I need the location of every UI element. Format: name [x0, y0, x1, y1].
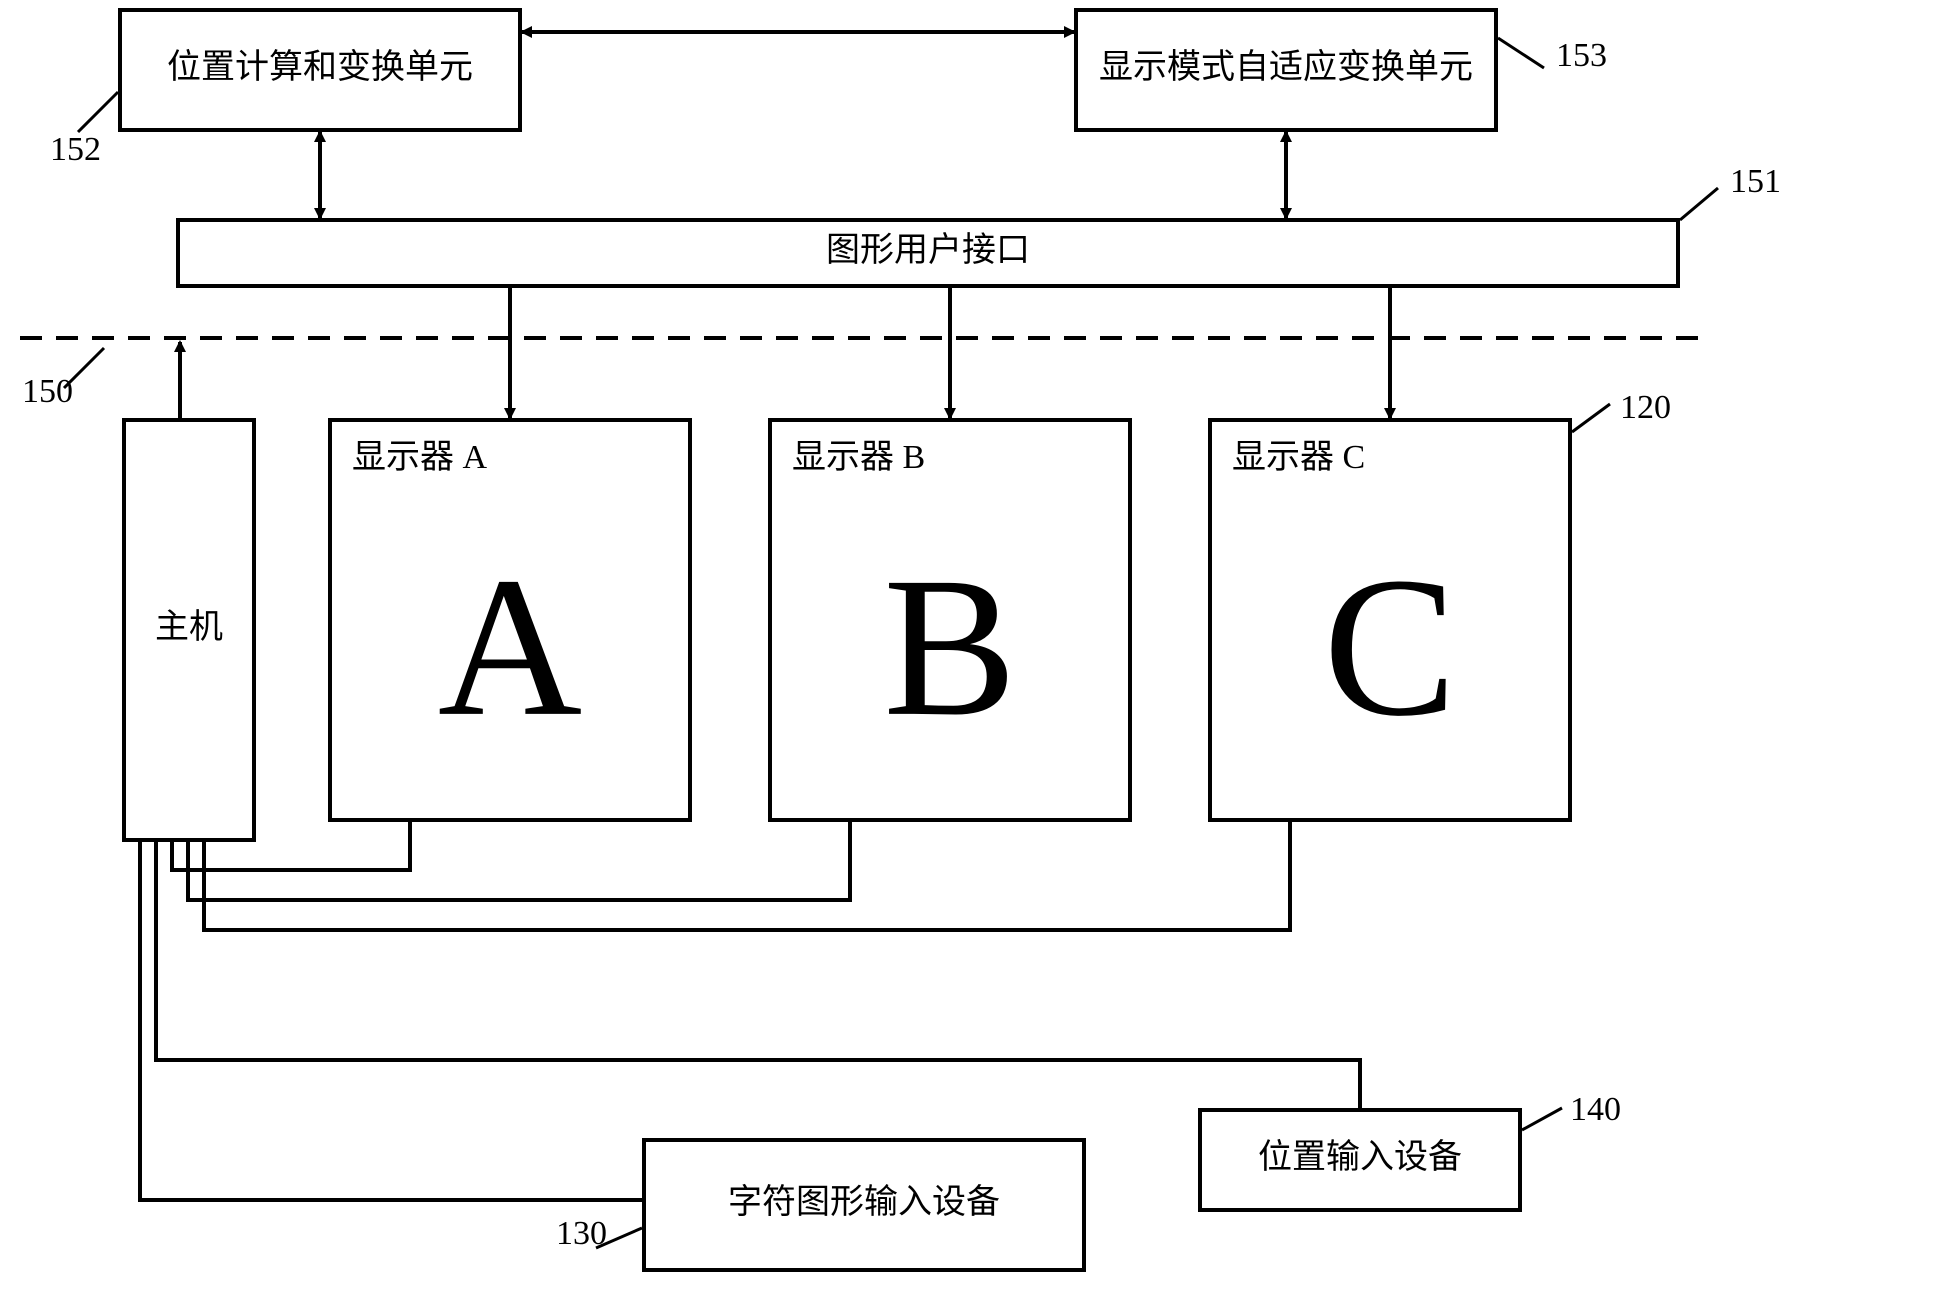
pos_input-leader [1522, 1108, 1562, 1130]
gui_bar-ref: 151 [1730, 163, 1781, 200]
disp_c-ref: 120 [1620, 389, 1671, 426]
unit_right-ref: 153 [1556, 37, 1607, 74]
conn-host_to_c [204, 822, 1290, 930]
disp_a: 显示器 A A [330, 420, 690, 820]
disp_b-letter: B [883, 537, 1016, 758]
conn-host_to_pos [156, 842, 1360, 1108]
unit_left-leader [78, 92, 118, 132]
char_input-ref: 130 [556, 1215, 607, 1252]
conn-host_to_b [188, 822, 850, 900]
host-label: 主机 [155, 608, 223, 646]
unit_right: 显示模式自适应变换单元 153 [1076, 10, 1607, 130]
disp_c-letter: C [1323, 537, 1456, 758]
gui_bar-leader [1680, 188, 1718, 220]
pos_input-ref: 140 [1570, 1091, 1621, 1128]
char_input-label: 字符图形输入设备 [728, 1183, 1000, 1221]
disp_a-label: 显示器 A [352, 439, 487, 476]
diagram-canvas: 位置计算和变换单元 152 显示模式自适应变换单元 153 图形用户接口 151 主机 显示器… [0, 0, 1940, 1304]
gui_bar-label: 图形用户接口 [826, 231, 1030, 269]
unit_left-label: 位置计算和变换单元 [167, 48, 473, 86]
unit_right-label: 显示模式自适应变换单元 [1099, 48, 1473, 86]
pos_input-label: 位置输入设备 [1258, 1138, 1462, 1176]
host: 主机 [124, 420, 254, 840]
disp_c-label: 显示器 C [1232, 439, 1365, 476]
gui_bar: 图形用户接口 151 [178, 163, 1781, 286]
disp_c-leader [1572, 404, 1610, 432]
char_input: 字符图形输入设备 130 [556, 1140, 1084, 1270]
unit_left-ref: 152 [50, 131, 101, 168]
conn-host_to_char [140, 842, 642, 1200]
pos_input: 位置输入设备 140 [1200, 1091, 1621, 1210]
disp_b-label: 显示器 B [792, 439, 925, 476]
disp_c: 显示器 C C 120 [1210, 389, 1671, 820]
unit_right-leader [1498, 38, 1544, 68]
ref-150: 150 [22, 373, 73, 410]
disp_a-letter: A [438, 537, 582, 758]
disp_b: 显示器 B B [770, 420, 1130, 820]
unit_left: 位置计算和变换单元 152 [50, 10, 520, 168]
